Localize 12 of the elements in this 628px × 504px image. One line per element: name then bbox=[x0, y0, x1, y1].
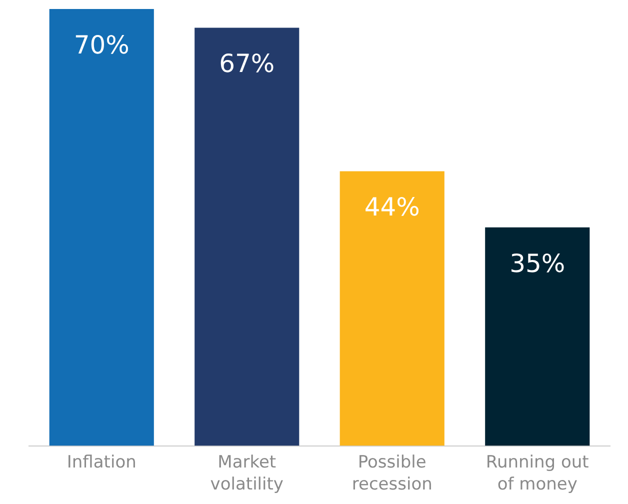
data-label: 35% bbox=[510, 248, 566, 278]
x-tick-label: Possible recession bbox=[352, 452, 432, 494]
x-tick-label: Market volatility bbox=[210, 452, 284, 494]
data-label: 44% bbox=[364, 192, 420, 222]
x-tick-label: Inflation bbox=[66, 452, 136, 472]
bar bbox=[194, 28, 300, 446]
bar bbox=[485, 227, 590, 446]
bar bbox=[49, 9, 154, 446]
x-tick-label: Running out of money bbox=[486, 452, 590, 494]
bar bbox=[340, 171, 444, 446]
data-label: 70% bbox=[74, 30, 130, 60]
data-label: 67% bbox=[219, 49, 275, 78]
